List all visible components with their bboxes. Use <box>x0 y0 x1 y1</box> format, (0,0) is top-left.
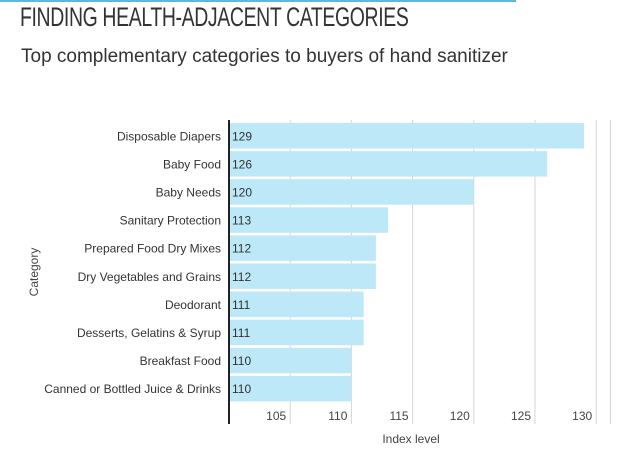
y-axis-title: Category <box>27 248 41 297</box>
bar-data-label: 126 <box>232 157 252 171</box>
y-tick-label: Baby Needs <box>156 185 221 199</box>
y-tick-label: Dry Vegetables and Grains <box>78 270 221 284</box>
page-title: FINDING HEALTH-ADJACENT CATEGORIES <box>20 2 409 32</box>
bar-data-label: 111 <box>232 298 251 312</box>
bar-data-label: 112 <box>232 270 251 284</box>
bar-data-label: 129 <box>232 129 252 143</box>
y-tick-label: Prepared Food Dry Mixes <box>84 242 221 256</box>
bar <box>229 347 352 374</box>
bar-data-label: 112 <box>232 242 251 256</box>
y-tick-label: Canned or Bottled Juice & Drinks <box>44 382 221 396</box>
bar <box>229 179 474 205</box>
bar-data-label: 113 <box>232 214 251 228</box>
bar <box>229 207 389 233</box>
bar <box>229 375 352 402</box>
bar-data-label: 110 <box>232 382 251 396</box>
x-tick-label: 115 <box>389 409 408 423</box>
y-tick-label: Deodorant <box>165 298 222 312</box>
bar <box>229 319 364 346</box>
bar <box>229 235 376 261</box>
chart-subtitle: Top complementary categories to buyers o… <box>21 46 508 67</box>
y-tick-label: Desserts, Gelatins & Syrup <box>77 326 221 340</box>
bar <box>229 291 364 318</box>
bar <box>229 263 376 289</box>
x-tick-label: 105 <box>266 409 286 423</box>
y-tick-label: Disposable Diapers <box>117 129 221 143</box>
bar-data-label: 110 <box>232 354 251 368</box>
bar <box>229 123 584 149</box>
y-tick-label: Sanitary Protection <box>120 214 221 228</box>
y-tick-label: Breakfast Food <box>140 354 221 368</box>
bar-data-label: 120 <box>232 185 252 199</box>
x-tick-label: 125 <box>511 409 531 423</box>
bar-data-label: 111 <box>232 326 251 340</box>
header-accent-line <box>0 0 516 2</box>
x-tick-label: 120 <box>450 409 470 423</box>
x-axis-title: Index level <box>382 432 439 446</box>
x-tick-label: 130 <box>572 409 592 423</box>
bar <box>229 151 548 177</box>
x-tick-label: 110 <box>328 409 347 423</box>
y-tick-label: Baby Food <box>163 157 221 171</box>
